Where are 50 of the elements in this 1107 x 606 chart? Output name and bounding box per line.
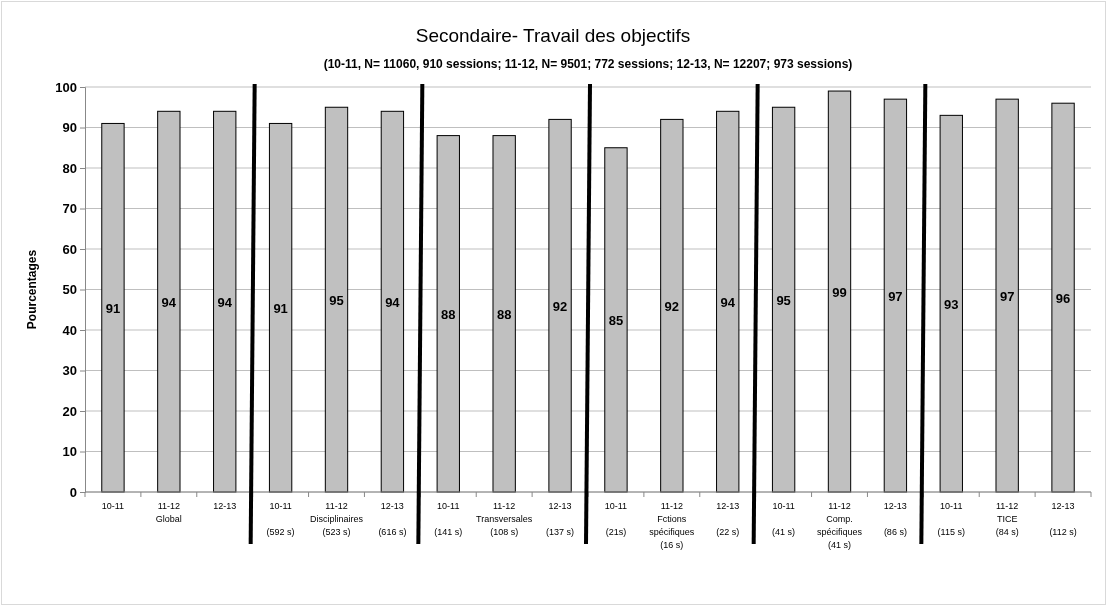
- category-label: 10-11 (41 s): [772, 501, 796, 537]
- chart-title: Secondaire- Travail des objectifs: [415, 25, 691, 46]
- category-label: 10-11 (141 s): [434, 501, 463, 537]
- y-tick-label: 100: [55, 79, 77, 95]
- y-tick-label: 40: [62, 322, 77, 338]
- data-label: 95: [329, 292, 344, 308]
- x-tick-label: 11-12 Comp. spécifiques (41 s): [816, 501, 863, 550]
- data-label: 97: [888, 288, 903, 304]
- data-label: 94: [217, 294, 233, 310]
- category-label: 12-13 (22 s): [716, 501, 740, 537]
- category-label: 12-13 (616 s): [378, 501, 407, 537]
- data-label: 94: [720, 294, 736, 310]
- data-label: 92: [664, 298, 680, 314]
- data-label: 95: [776, 292, 791, 308]
- data-label: 94: [161, 294, 177, 310]
- category-label: 12-13 (112 s): [1049, 501, 1077, 537]
- y-tick-label: 90: [62, 120, 77, 136]
- data-label: 94: [385, 294, 401, 310]
- category-label: 10-11 (21s): [604, 501, 628, 537]
- data-label: 92: [552, 298, 568, 314]
- data-label: 93: [944, 296, 959, 312]
- x-tick-label: 12-13: [213, 501, 237, 511]
- y-tick-label: 10: [62, 444, 77, 460]
- y-tick-label: 30: [62, 363, 77, 379]
- data-label: 97: [999, 288, 1015, 304]
- data-label: 99: [832, 284, 847, 300]
- y-tick-label: 50: [62, 282, 77, 298]
- x-tick-label: 11-12 Fctions spécifiques (16 s): [649, 501, 695, 550]
- y-tick-label: 80: [62, 160, 77, 176]
- x-tick-label: 10-11: [101, 501, 125, 511]
- y-tick-label: 70: [62, 201, 77, 217]
- data-label: 91: [273, 300, 288, 316]
- x-tick-label: 11-12 TICE (84 s): [995, 501, 1019, 537]
- category-label: 10-11 (592 s): [266, 501, 295, 537]
- data-label: 91: [105, 300, 121, 316]
- y-tick-label: 0: [69, 484, 77, 500]
- data-label: 88: [441, 306, 456, 322]
- category-label: 10-11 (115 s): [937, 501, 965, 537]
- y-tick-label: 20: [62, 403, 77, 419]
- chart-subtitle: (10-11, N= 11060, 910 sessions; 11-12, N= 9501; 772 sessions; 12-13, N= 12207; 973 sessions): [323, 57, 853, 71]
- y-tick-label: 60: [62, 241, 77, 257]
- category-label: 12-13 (86 s): [883, 501, 907, 537]
- x-tick-label: 11-12 Global: [155, 501, 182, 524]
- x-tick-label: 11-12 Transversales (108 s): [476, 501, 533, 537]
- data-label: 88: [496, 306, 512, 322]
- category-label: 12-13 (137 s): [546, 501, 575, 537]
- data-label: 85: [608, 312, 624, 328]
- x-tick-label: 11-12 Disciplinaires (523 s): [309, 501, 364, 537]
- data-label: 96: [1055, 290, 1071, 306]
- y-axis-title: Pourcentages: [25, 249, 39, 330]
